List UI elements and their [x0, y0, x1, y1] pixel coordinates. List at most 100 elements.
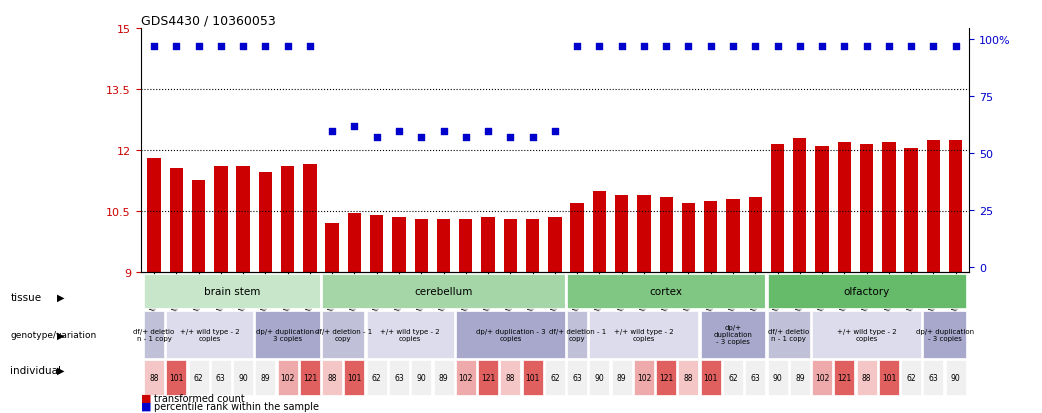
- Point: [836, 44, 852, 50]
- FancyBboxPatch shape: [189, 361, 208, 394]
- Point: [191, 44, 207, 50]
- Text: genotype/variation: genotype/variation: [10, 330, 97, 339]
- Text: 89: 89: [795, 373, 804, 382]
- Text: 89: 89: [260, 373, 270, 382]
- FancyBboxPatch shape: [901, 361, 921, 394]
- FancyBboxPatch shape: [835, 361, 854, 394]
- Text: 102: 102: [280, 373, 295, 382]
- FancyBboxPatch shape: [768, 361, 788, 394]
- FancyBboxPatch shape: [768, 274, 966, 308]
- Bar: [237, 167, 250, 272]
- FancyBboxPatch shape: [678, 361, 698, 394]
- Point: [479, 128, 496, 135]
- Text: 63: 63: [394, 373, 404, 382]
- FancyBboxPatch shape: [144, 274, 320, 308]
- Text: 63: 63: [216, 373, 226, 382]
- FancyBboxPatch shape: [590, 361, 610, 394]
- FancyBboxPatch shape: [567, 274, 765, 308]
- FancyBboxPatch shape: [478, 361, 498, 394]
- Text: ▶: ▶: [57, 330, 65, 339]
- Point: [346, 123, 363, 130]
- Bar: [793, 138, 807, 272]
- FancyBboxPatch shape: [500, 361, 520, 394]
- FancyBboxPatch shape: [345, 361, 365, 394]
- FancyBboxPatch shape: [612, 361, 631, 394]
- Text: 63: 63: [572, 373, 582, 382]
- FancyBboxPatch shape: [567, 361, 587, 394]
- FancyBboxPatch shape: [322, 361, 342, 394]
- Text: cortex: cortex: [650, 286, 683, 296]
- Bar: [303, 165, 317, 272]
- Point: [880, 44, 897, 50]
- FancyBboxPatch shape: [255, 311, 320, 358]
- FancyBboxPatch shape: [634, 361, 654, 394]
- Text: df/+ deletion - 1
copy: df/+ deletion - 1 copy: [315, 328, 372, 341]
- Point: [769, 44, 786, 50]
- FancyBboxPatch shape: [923, 361, 943, 394]
- Text: tissue: tissue: [10, 292, 42, 302]
- FancyBboxPatch shape: [567, 311, 587, 358]
- Bar: [681, 203, 695, 272]
- Point: [146, 44, 163, 50]
- FancyBboxPatch shape: [144, 311, 164, 358]
- Bar: [281, 167, 294, 272]
- Point: [569, 44, 586, 50]
- Bar: [460, 219, 472, 272]
- Point: [925, 44, 942, 50]
- Bar: [348, 214, 362, 272]
- Bar: [570, 203, 584, 272]
- Text: df/+ deletio
n - 1 copy: df/+ deletio n - 1 copy: [133, 328, 175, 341]
- Text: 62: 62: [550, 373, 560, 382]
- FancyBboxPatch shape: [790, 361, 810, 394]
- Point: [680, 44, 697, 50]
- Bar: [949, 140, 963, 272]
- Bar: [215, 167, 227, 272]
- Text: 63: 63: [928, 373, 938, 382]
- Text: ▶: ▶: [57, 292, 65, 302]
- FancyBboxPatch shape: [255, 361, 275, 394]
- Point: [814, 44, 830, 50]
- Text: 88: 88: [684, 373, 693, 382]
- Text: ■: ■: [141, 401, 151, 411]
- Text: percentile rank within the sample: percentile rank within the sample: [154, 401, 319, 411]
- Text: 101: 101: [169, 373, 183, 382]
- Text: 121: 121: [660, 373, 673, 382]
- Text: 101: 101: [347, 373, 362, 382]
- Text: 90: 90: [417, 373, 426, 382]
- FancyBboxPatch shape: [700, 311, 765, 358]
- Text: 88: 88: [149, 373, 158, 382]
- Text: brain stem: brain stem: [204, 286, 260, 296]
- Bar: [860, 145, 873, 272]
- Bar: [883, 142, 895, 272]
- Bar: [526, 219, 540, 272]
- Text: df/+ deletio
n - 1 copy: df/+ deletio n - 1 copy: [768, 328, 810, 341]
- Point: [902, 44, 919, 50]
- FancyBboxPatch shape: [167, 311, 253, 358]
- Point: [457, 135, 474, 141]
- Text: 90: 90: [595, 373, 604, 382]
- Point: [301, 44, 318, 50]
- Point: [859, 44, 875, 50]
- Bar: [838, 142, 851, 272]
- Point: [168, 44, 184, 50]
- Bar: [660, 197, 673, 272]
- FancyBboxPatch shape: [389, 361, 410, 394]
- FancyBboxPatch shape: [367, 361, 387, 394]
- Bar: [415, 219, 428, 272]
- Text: 62: 62: [907, 373, 916, 382]
- FancyBboxPatch shape: [923, 311, 966, 358]
- Text: 89: 89: [439, 373, 448, 382]
- Text: cerebellum: cerebellum: [415, 286, 473, 296]
- Bar: [170, 169, 183, 272]
- Text: 62: 62: [372, 373, 381, 382]
- Text: 101: 101: [525, 373, 540, 382]
- Bar: [816, 147, 828, 272]
- FancyBboxPatch shape: [656, 361, 676, 394]
- FancyBboxPatch shape: [144, 361, 164, 394]
- FancyBboxPatch shape: [412, 361, 431, 394]
- Text: 88: 88: [862, 373, 871, 382]
- Text: +/+ wild type - 2
copies: +/+ wild type - 2 copies: [837, 328, 896, 341]
- Bar: [593, 191, 606, 272]
- Text: 101: 101: [703, 373, 718, 382]
- FancyBboxPatch shape: [857, 361, 876, 394]
